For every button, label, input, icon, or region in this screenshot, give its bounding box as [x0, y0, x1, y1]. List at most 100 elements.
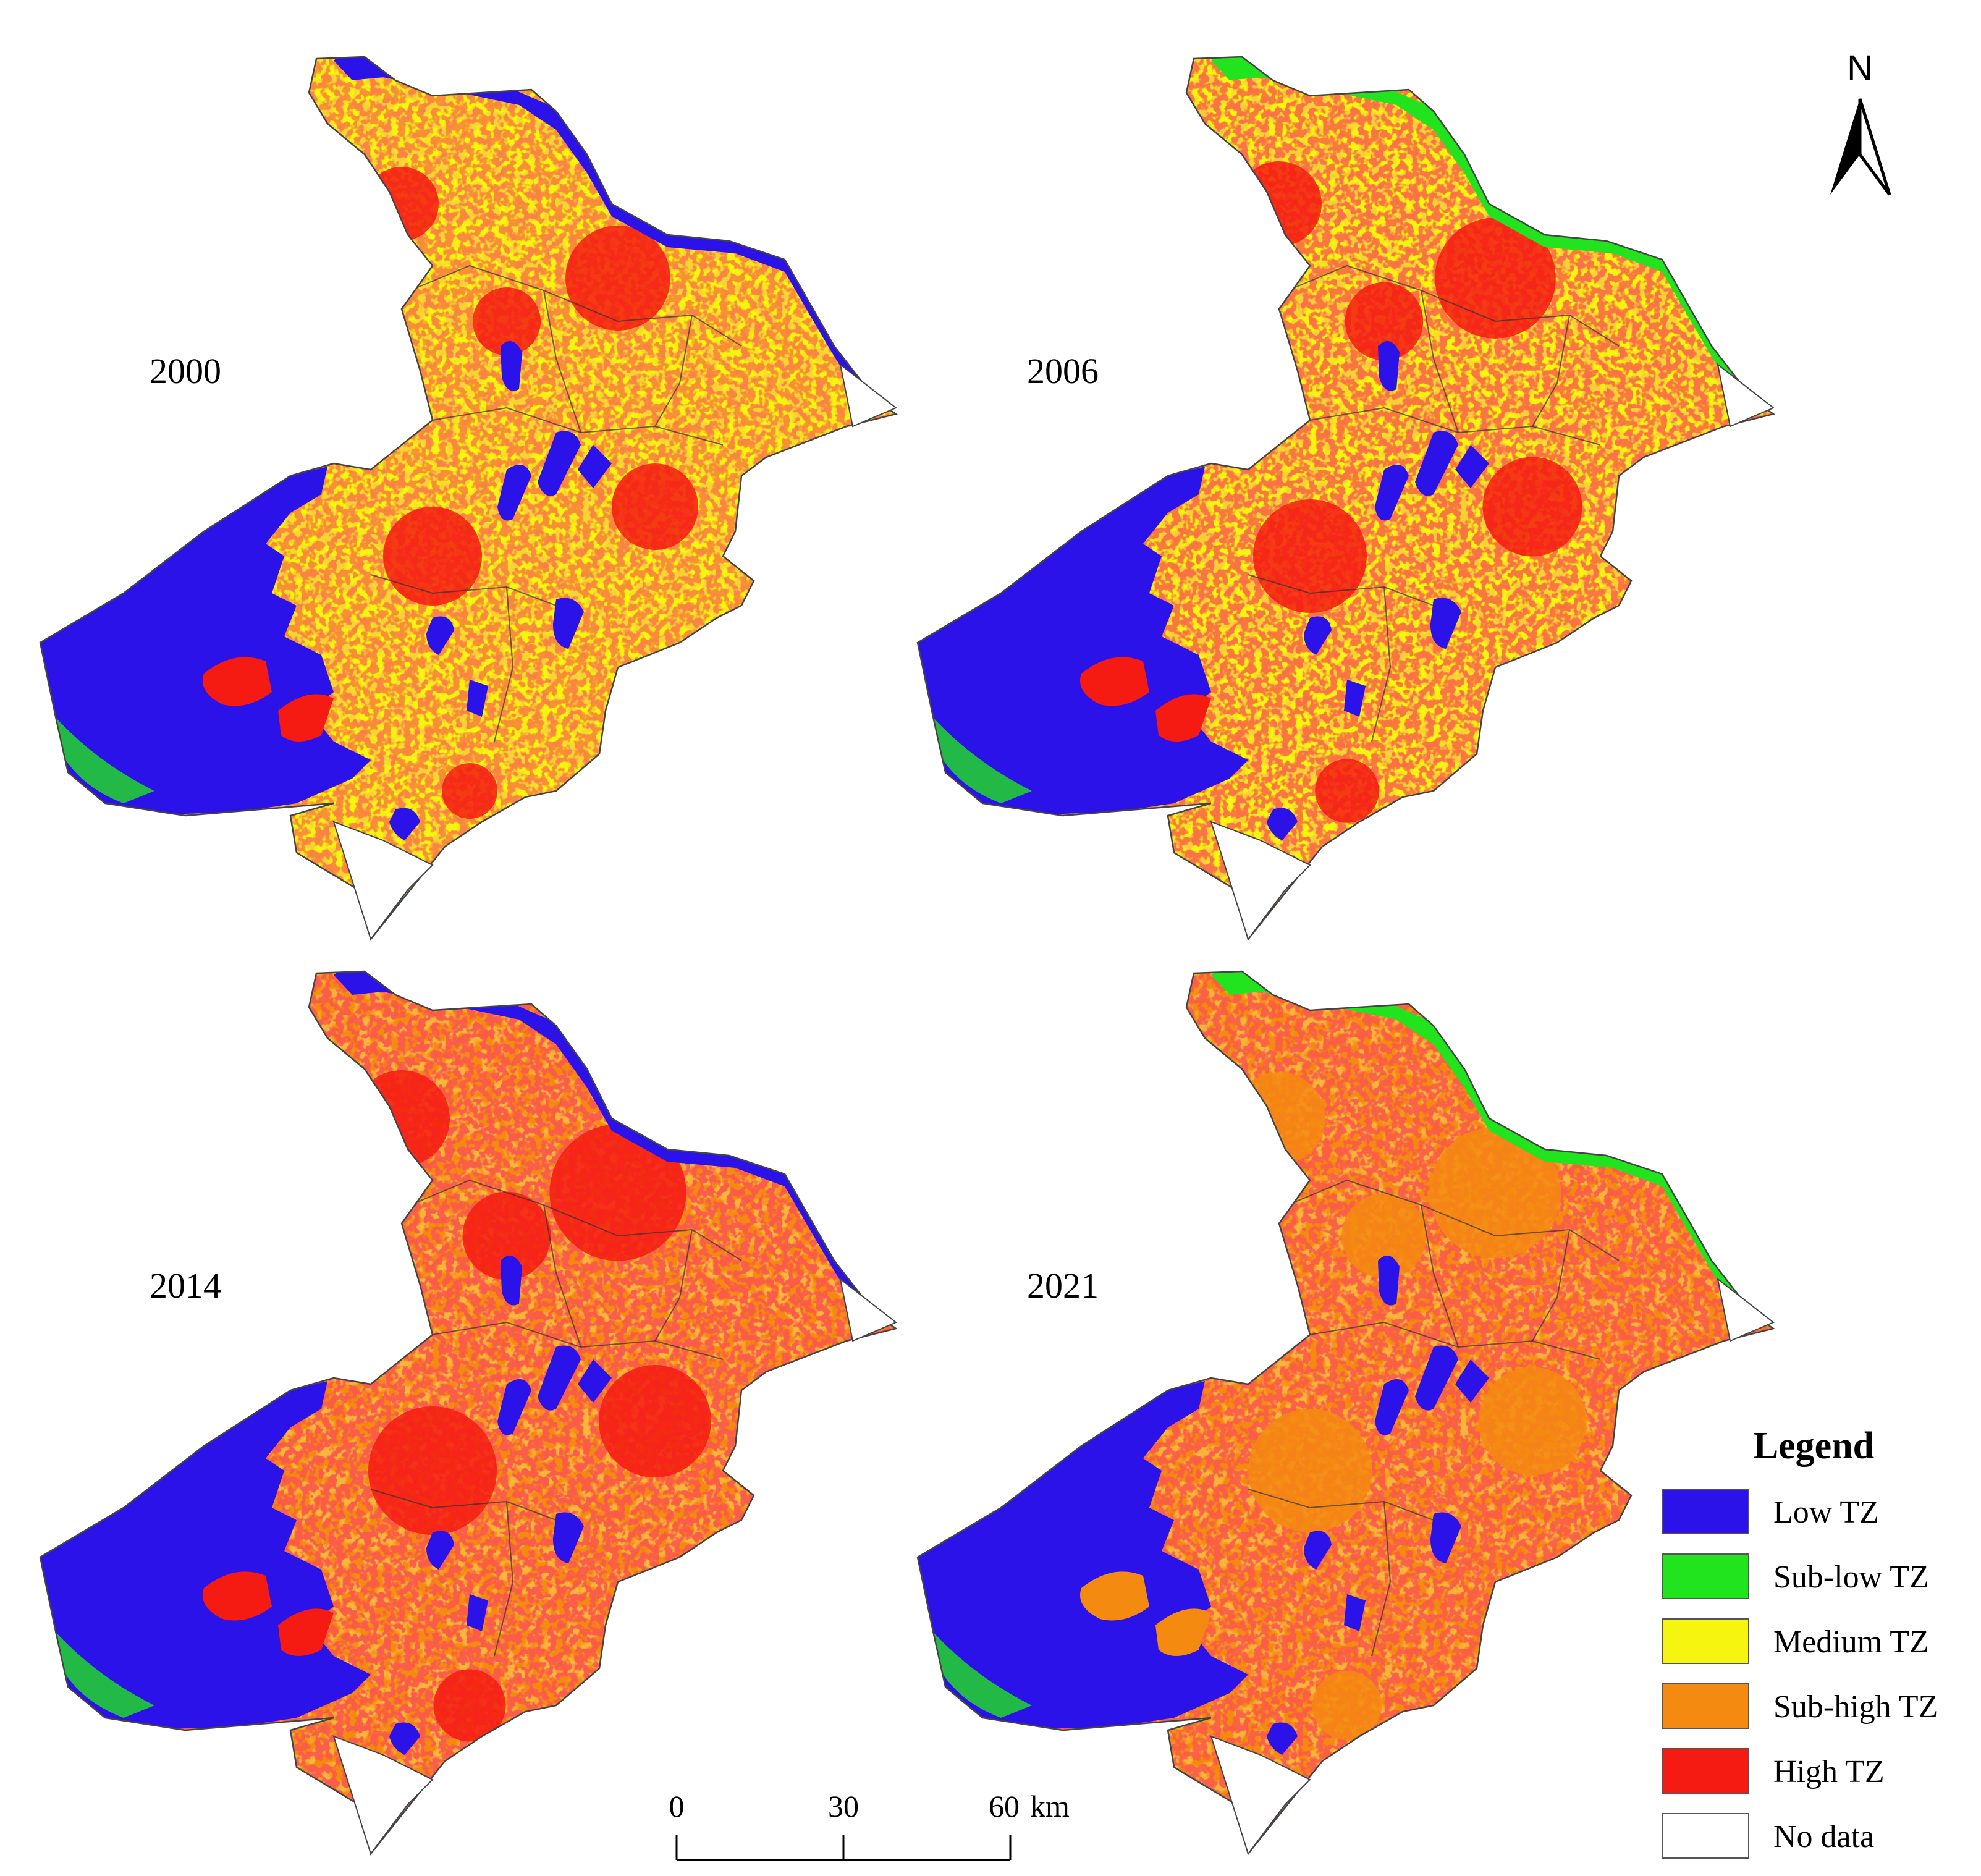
small-lake [497, 1379, 531, 1435]
legend-label: High TZ [1773, 1754, 1885, 1789]
legend-swatch [1662, 1813, 1749, 1859]
lake-island [1155, 694, 1211, 742]
map-panel-2006: 2006 [916, 56, 1776, 941]
small-lake [538, 1345, 581, 1411]
urban-core [1478, 1367, 1587, 1476]
urban-core [1233, 1072, 1325, 1165]
small-lake [467, 680, 488, 717]
urban-core [1341, 1193, 1427, 1278]
urban-core [365, 167, 439, 241]
lake-island [278, 1608, 334, 1656]
small-lake [1378, 341, 1400, 391]
region-outline [39, 56, 898, 941]
small-lake [1304, 1531, 1332, 1570]
legend-item-low: Low TZ [1662, 1489, 1879, 1534]
urban-core [612, 463, 698, 550]
small-lake [1344, 1594, 1366, 1631]
legend-swatch [1662, 1683, 1749, 1729]
year-label: 2021 [1027, 1265, 1099, 1306]
urban-core [599, 1365, 711, 1477]
year-label: 2000 [150, 351, 221, 391]
legend-item-high: High TZ [1662, 1748, 1885, 1794]
legend-item-medium: Medium TZ [1662, 1618, 1929, 1664]
urban-core [549, 1124, 686, 1261]
scale-tick-60: 60 [989, 1789, 1020, 1823]
north-arrow: N [1830, 48, 1891, 196]
legend-label: Sub-high TZ [1773, 1689, 1938, 1725]
urban-core [473, 287, 541, 355]
urban-core [368, 1406, 497, 1535]
region-outline [916, 970, 1776, 1856]
small-lake [1455, 445, 1489, 488]
lake-island [1155, 1608, 1211, 1656]
urban-core [433, 1669, 506, 1742]
legend-item-subhigh: Sub-high TZ [1662, 1683, 1938, 1729]
no-data-area [1717, 1277, 1775, 1342]
no-data-area [1210, 821, 1311, 941]
lake-island [203, 657, 272, 706]
small-lake [1378, 1256, 1400, 1306]
year-label: 2014 [150, 1265, 221, 1306]
urban-core [1345, 282, 1424, 361]
region-outline [916, 56, 1776, 941]
urban-core [462, 1191, 551, 1280]
legend: Legend Low TZ Sub-low TZ Medium TZ Sub-high… [1662, 1425, 1938, 1859]
urban-core [1312, 1670, 1382, 1741]
small-lake [1267, 808, 1298, 840]
urban-core [442, 763, 497, 819]
urban-core [1253, 499, 1367, 613]
no-data-area [332, 821, 434, 941]
small-lake [467, 1594, 488, 1631]
scale-tick-30: 30 [828, 1789, 859, 1823]
small-lake [1344, 680, 1366, 717]
no-data-area [332, 1735, 434, 1856]
scale-tick-0: 0 [669, 1789, 685, 1823]
lake-island [1080, 657, 1149, 706]
urban-core [1482, 457, 1582, 557]
no-data-area [1717, 363, 1775, 428]
legend-swatch [1662, 1748, 1749, 1794]
map-panel-2014: 2014 [39, 970, 898, 1856]
legend-label: No data [1773, 1819, 1874, 1854]
urban-core [383, 507, 482, 606]
small-lake [1430, 598, 1461, 649]
scale-bar: 0 30 60 km [669, 1789, 1070, 1861]
year-label: 2006 [1027, 351, 1099, 391]
legend-label: Low TZ [1773, 1495, 1879, 1530]
scale-unit: km [1030, 1789, 1070, 1823]
lake-island [203, 1571, 272, 1621]
small-lake [389, 808, 420, 840]
small-lake [389, 1722, 420, 1755]
small-lake [426, 1531, 454, 1570]
no-data-area [1210, 1735, 1311, 1856]
legend-label: Sub-low TZ [1773, 1560, 1929, 1595]
legend-label: Medium TZ [1773, 1625, 1929, 1660]
north-label: N [1847, 48, 1873, 88]
small-lake [538, 431, 581, 496]
legend-swatch [1662, 1553, 1749, 1599]
legend-item-nodata: No data [1662, 1813, 1874, 1859]
small-lake [1430, 1512, 1461, 1563]
legend-swatch [1662, 1618, 1749, 1664]
small-lake [426, 616, 454, 655]
legend-swatch [1662, 1489, 1749, 1534]
small-lake [553, 1512, 584, 1563]
urban-core [353, 1070, 450, 1167]
small-lake [1415, 431, 1458, 496]
small-lake [578, 445, 612, 488]
urban-core [674, 643, 723, 692]
urban-core [1429, 1126, 1561, 1259]
urban-core [1547, 639, 1604, 696]
small-lake [1267, 1722, 1298, 1755]
region-outline [39, 970, 898, 1856]
urban-core [1545, 1551, 1607, 1613]
small-lake [1455, 1359, 1489, 1403]
small-lake [1415, 1345, 1458, 1411]
small-lake [501, 341, 522, 391]
legend-title: Legend [1753, 1425, 1874, 1467]
legend-item-sublow: Sub-low TZ [1662, 1553, 1929, 1599]
small-lake [1375, 465, 1409, 521]
urban-core [1236, 161, 1322, 247]
small-lake [1304, 616, 1332, 655]
